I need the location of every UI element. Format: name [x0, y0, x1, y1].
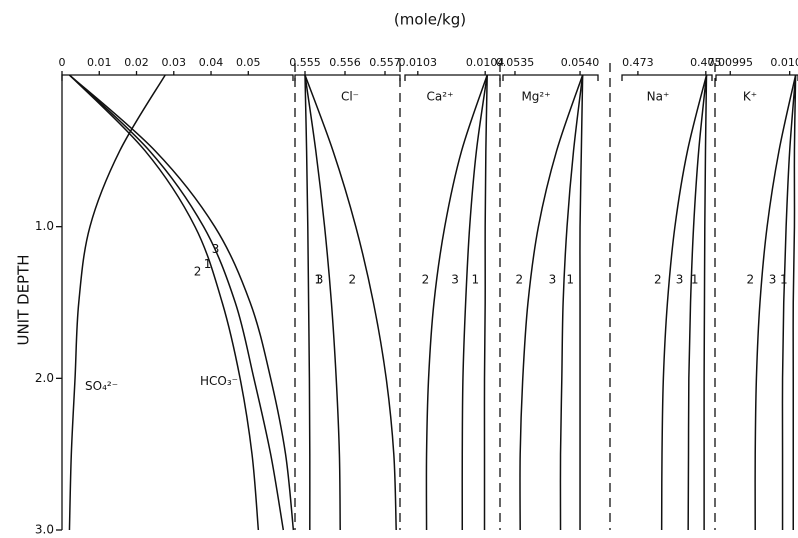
- data-line: [68, 74, 166, 531]
- series-label: 2: [746, 272, 754, 286]
- data-line: [304, 74, 397, 531]
- panel-label: Cl⁻: [341, 90, 359, 104]
- x-axis: [715, 74, 798, 81]
- annotation: HCO₃⁻: [200, 374, 238, 388]
- x-tick-label: 0.00995: [708, 56, 754, 69]
- y-tick-label: 3.0: [35, 523, 54, 537]
- data-line: [579, 74, 584, 530]
- data-line: [781, 74, 797, 530]
- data-line: [519, 74, 584, 531]
- panel-label: Mg²⁺: [521, 90, 550, 104]
- x-tick-label: 0.02: [124, 56, 149, 69]
- series-label: 2: [422, 272, 430, 286]
- series-label: 3: [451, 272, 459, 286]
- x-tick-label: 0.04: [199, 56, 224, 69]
- x-tick-label: 0.475: [690, 56, 722, 69]
- x-tick-label: 0.557: [369, 56, 401, 69]
- data-line: [792, 74, 797, 530]
- x-tick-label: 0.0540: [561, 56, 600, 69]
- x-tick-label: 0.555: [289, 56, 321, 69]
- data-line: [703, 74, 708, 531]
- data-line: [483, 74, 488, 530]
- data-line: [68, 74, 285, 531]
- x-tick-label: 0.05: [236, 56, 261, 69]
- panel-label: Ca²⁺: [427, 90, 454, 104]
- series-label: 3: [676, 272, 684, 286]
- series-label: 2: [348, 272, 356, 286]
- series-label: SO₄²⁻: [85, 379, 118, 393]
- series-label: 1: [780, 272, 788, 286]
- series-label: 2: [515, 272, 523, 286]
- data-line: [559, 74, 584, 531]
- x-axis: [294, 74, 401, 81]
- y-tick-label: 2.0: [35, 371, 54, 385]
- y-tick-label: 1.0: [35, 219, 54, 233]
- data-line: [304, 74, 311, 531]
- x-tick-label: 0.03: [162, 56, 187, 69]
- x-axis: [621, 74, 713, 81]
- x-tick-label: 0.01: [87, 56, 112, 69]
- data-line: [754, 74, 797, 531]
- panel-label: K⁺: [743, 90, 757, 104]
- data-line: [461, 74, 488, 531]
- data-line: [68, 74, 295, 531]
- series-label: 2: [654, 272, 662, 286]
- x-tick-label: 0: [59, 56, 66, 69]
- series-label: 1: [566, 272, 574, 286]
- series-label: 1: [204, 257, 212, 271]
- y-axis-label: UNIT DEPTH: [15, 254, 33, 345]
- x-tick-label: 0.0103: [399, 56, 438, 69]
- data-line: [425, 74, 488, 531]
- series-label: 3: [549, 272, 557, 286]
- data-line: [304, 74, 341, 531]
- series-label: 1: [314, 272, 322, 286]
- x-tick-label: 0.556: [329, 56, 361, 69]
- x-axis: [502, 74, 599, 81]
- chart-title: (mole/kg): [394, 11, 466, 29]
- x-tick-label: 0.0100: [770, 56, 798, 69]
- series-label: 3: [212, 242, 220, 256]
- series-label: 1: [691, 272, 699, 286]
- x-tick-label: 0.473: [622, 56, 654, 69]
- data-line: [660, 74, 708, 531]
- x-axis: [61, 74, 294, 81]
- data-line: [68, 74, 260, 531]
- series-label: 3: [316, 272, 324, 286]
- x-axis: [404, 74, 501, 81]
- data-line: [687, 74, 708, 531]
- x-tick-label: 0.0104: [466, 56, 505, 69]
- panel-label: Na⁺: [647, 90, 670, 104]
- series-label: 1: [472, 272, 480, 286]
- series-label: 3: [769, 272, 777, 286]
- x-tick-label: 0.0535: [496, 56, 535, 69]
- series-label: 2: [194, 265, 202, 279]
